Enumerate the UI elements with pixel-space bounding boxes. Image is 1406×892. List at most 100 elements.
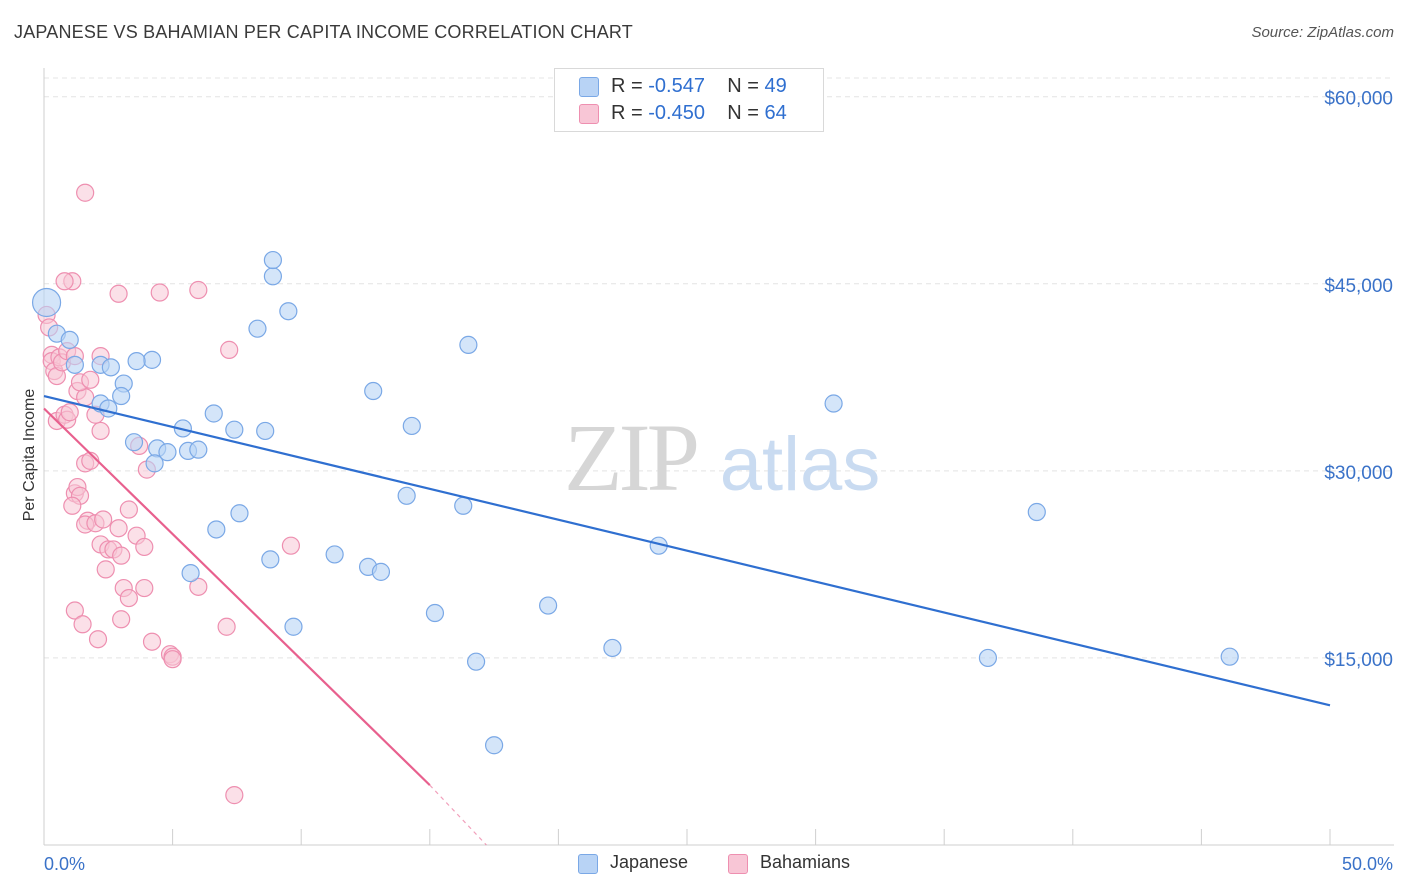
japanese-legend-swatch [578,854,598,874]
bahamian-point [142,632,162,651]
r-label: R = [611,102,643,124]
japanese-point [204,404,223,423]
bahamian-point [88,630,108,649]
n-label: N = [727,102,759,124]
japanese-point [256,421,275,441]
japanese-point [145,454,164,473]
japanese-point [1220,647,1239,666]
y-tick-label: $45,000 [1324,276,1393,297]
bahamian-point [119,588,138,608]
r-value: -0.450 [648,102,705,124]
japanese-point [364,381,383,401]
japanese-point [142,350,162,369]
bahamian-legend-swatch [728,854,748,874]
bahamian-point [96,560,115,579]
watermark-atlas: atlas [720,422,881,507]
bahamian-point [94,510,113,529]
bahamian-point [55,272,74,291]
watermark: ZIP atlas [564,404,880,511]
y-tick-label: $15,000 [1324,650,1393,671]
bahamian-point [189,577,208,596]
bahamian-point [163,650,182,669]
bahamian-point [220,340,239,359]
japanese-point [459,335,478,354]
bahamian-point [119,500,138,519]
y-tick-labels: $15,000 $30,000 $45,000 $60,000 [1324,89,1393,671]
japanese-trend-line [43,394,1331,707]
source-label: Source: ZipAtlas.com [1251,24,1394,41]
bahamian-swatch [579,104,599,124]
y-tick-label: $60,000 [1324,89,1393,110]
japanese-point [189,440,208,459]
r-label: R = [611,75,643,97]
japanese-point [248,319,267,338]
bahamian-point [65,601,84,620]
japanese-point [65,355,84,374]
japanese-point [1027,502,1046,522]
bahamian-point [135,578,154,598]
japanese-point [263,267,283,286]
n-label: N = [727,75,759,97]
bahamian-point [63,496,82,515]
axes [43,68,1394,846]
japanese-point [978,648,998,668]
japanese-point [539,596,558,615]
x-tick-label-min: 0.0% [44,854,85,874]
japanese-point [99,399,118,418]
japanese-point [112,386,131,406]
japanese-point [124,433,144,452]
bahamian-point [60,403,79,422]
n-value: 49 [764,75,787,97]
x-tick-labels: 0.0% 50.0% [44,854,1393,874]
japanese-point [261,550,280,569]
stats-legend: R = -0.547 N = 49 R = -0.450 N = 64 [554,68,824,132]
japanese-legend-label: Japanese [610,852,689,872]
watermark-zip: ZIP [564,404,697,511]
bahamian-point [189,280,208,300]
bahamian-point [281,536,301,555]
japanese-point [824,394,843,413]
japanese-point [485,736,504,755]
bahamian-point [217,617,236,636]
japanese-point [225,420,244,439]
japanese-point [127,352,146,371]
japanese-point [466,652,486,671]
japanese-point [158,443,177,462]
japanese-point [325,545,344,564]
bahamian-point [112,546,131,565]
japanese-point [454,496,473,515]
bahamian-point [150,283,169,302]
bahamian-point [135,537,154,557]
gridlines [44,77,1394,659]
japanese-point [263,250,283,270]
trend-lines [43,394,1331,846]
r-value: -0.547 [648,75,705,97]
japanese-point [402,416,421,436]
x-tick-label-max: 50.0% [1342,854,1393,874]
bahamian-points [37,183,301,805]
bahamian-trend-line [43,407,431,786]
bahamian-point [225,786,244,805]
bahamian-point [109,519,128,538]
japanese-point [279,302,298,321]
japanese-swatch [579,77,599,97]
japanese-point [371,562,391,581]
y-tick-label: $30,000 [1324,463,1393,484]
japanese-point [397,486,416,505]
japanese-point [284,617,303,636]
japanese-point [181,564,200,583]
japanese-point [425,603,445,623]
japanese-points [31,250,1239,755]
bahamian-point [81,370,100,389]
japanese-point [603,638,622,658]
japanese-point [207,520,226,539]
japanese-point [31,287,62,318]
chart-title: JAPANESE VS BAHAMIAN PER CAPITA INCOME C… [14,22,633,42]
bahamian-point [109,284,128,303]
bahamian-trend-extension [429,784,487,846]
japanese-point [230,504,249,523]
japanese-point [101,358,120,377]
japanese-point [60,330,79,350]
n-value: 64 [764,102,787,124]
